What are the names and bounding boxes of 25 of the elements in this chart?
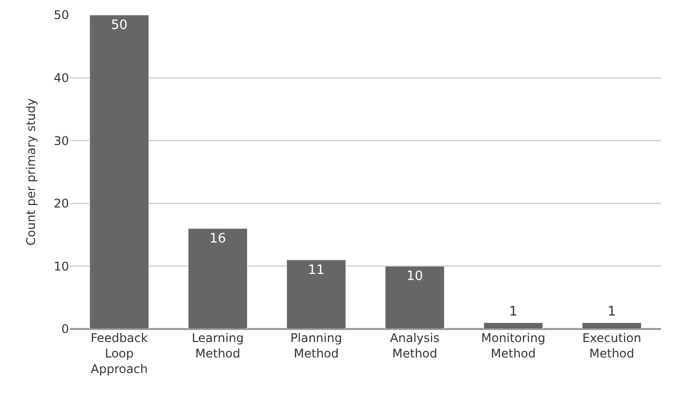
y-tick-label: 30 <box>54 134 69 148</box>
data-label: 11 <box>308 262 325 278</box>
bar <box>582 322 642 329</box>
data-label: 1 <box>608 304 616 320</box>
bar <box>483 322 544 329</box>
x-tick-label: Planning Method <box>290 331 342 361</box>
y-axis-title: Count per primary study <box>24 98 38 246</box>
data-label: 10 <box>406 269 424 284</box>
bar <box>384 266 445 329</box>
data-label: 1 <box>509 304 518 320</box>
y-tick-label: 50 <box>54 8 69 22</box>
bar <box>188 228 248 329</box>
bar <box>286 260 346 329</box>
x-tick-label: Feedback Loop Approach <box>90 331 148 376</box>
y-tick-label: 40 <box>54 71 69 85</box>
x-tick-label: Analysis Method <box>390 331 440 361</box>
data-label: 50 <box>110 18 128 33</box>
y-tick-label: 20 <box>54 196 69 211</box>
x-tick-label: Monitoring Method <box>481 331 546 361</box>
x-tick-label: Learning Method <box>192 331 244 361</box>
y-tick-label: 0 <box>61 322 69 336</box>
data-label: 16 <box>209 232 226 247</box>
bar <box>89 15 150 329</box>
x-tick-label: Execution Method <box>582 331 642 361</box>
y-tick-label: 10 <box>54 259 69 274</box>
